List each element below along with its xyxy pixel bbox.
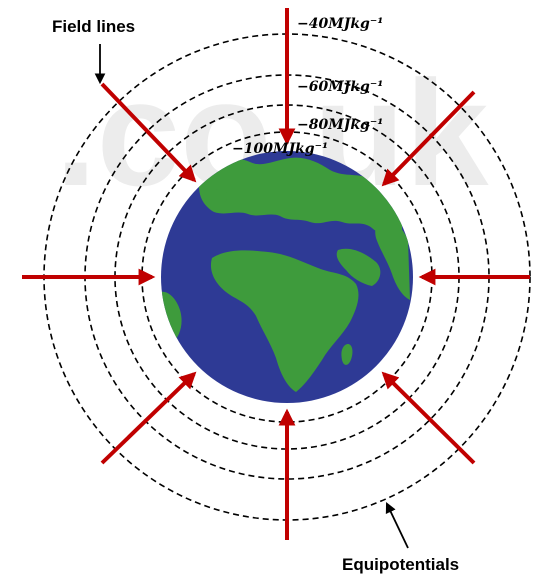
potential-label-80: −80MJkg⁻¹ xyxy=(297,117,383,133)
field-lines-label: Field lines xyxy=(52,17,135,36)
field-lines xyxy=(22,8,530,540)
earth-globe-icon xyxy=(161,151,413,403)
field-line-top-right xyxy=(381,90,476,187)
field-line-bottom-right xyxy=(381,371,476,465)
equipotentials-label: Equipotentials xyxy=(342,555,459,574)
equipotentials-pointer xyxy=(385,502,409,549)
potential-label-60: −60MJkg⁻¹ xyxy=(297,79,383,95)
field-line-bottom-left xyxy=(100,371,197,465)
potential-label-40: −40MJkg⁻¹ xyxy=(297,16,383,32)
potential-label-100: −100MJkg⁻¹ xyxy=(232,141,328,157)
field-line-top-left xyxy=(100,82,197,183)
potential-labels: −40MJkg⁻¹ −60MJkg⁻¹ −80MJkg⁻¹ −100MJkg⁻¹ xyxy=(232,16,383,157)
